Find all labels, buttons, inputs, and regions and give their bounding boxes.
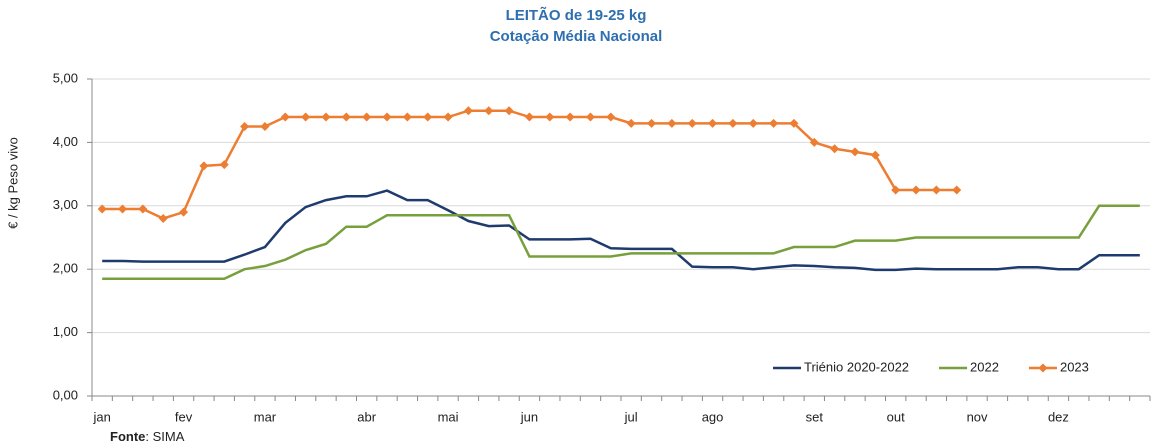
source-text: : SIMA — [145, 429, 184, 444]
data-point — [463, 106, 473, 116]
data-point — [280, 112, 290, 122]
data-point — [606, 112, 616, 122]
series-line — [102, 204, 1140, 280]
x-tick-label: jul — [624, 409, 638, 424]
data-point — [260, 122, 270, 132]
data-point — [585, 112, 595, 122]
data-point — [667, 118, 677, 128]
data-point — [809, 137, 819, 147]
data-point — [382, 112, 392, 122]
data-point — [850, 147, 860, 157]
data-point — [301, 112, 311, 122]
data-point — [687, 118, 697, 128]
data-point — [138, 204, 148, 214]
data-point — [931, 185, 941, 195]
data-point — [545, 112, 555, 122]
data-point — [830, 144, 840, 154]
x-tick-label: abr — [357, 409, 376, 424]
data-point — [118, 204, 128, 214]
series-line — [102, 189, 1140, 272]
data-point — [179, 207, 189, 217]
data-point — [504, 106, 514, 116]
data-point — [362, 112, 372, 122]
data-point — [443, 112, 453, 122]
source-label: Fonte — [110, 429, 145, 444]
data-point — [647, 118, 657, 128]
data-point — [158, 213, 168, 223]
data-point — [484, 106, 494, 116]
data-point — [952, 185, 962, 195]
chart-title: LEITÃO de 19-25 kg — [506, 6, 647, 24]
y-tick-label: 4,00 — [53, 134, 78, 149]
data-point — [626, 118, 636, 128]
data-point — [911, 185, 921, 195]
chart-subtitle: Cotação Média Nacional — [490, 28, 663, 45]
source: Fonte: SIMA — [110, 429, 185, 444]
data-point — [423, 112, 433, 122]
x-tick-label: dez — [1048, 409, 1069, 424]
x-tick-label: nov — [967, 409, 988, 424]
legend-label: Triénio 2020-2022 — [804, 359, 909, 374]
x-tick-label: mar — [254, 409, 277, 424]
y-tick-label: 2,00 — [53, 261, 78, 276]
y-tick-label: 5,00 — [53, 70, 78, 85]
data-point — [769, 118, 779, 128]
data-point — [341, 112, 351, 122]
y-tick-label: 0,00 — [53, 387, 78, 402]
x-tick-label: jan — [92, 409, 110, 424]
y-tick-label: 3,00 — [53, 197, 78, 212]
data-point — [402, 112, 412, 122]
data-point — [891, 185, 901, 195]
data-point — [565, 112, 575, 122]
x-tick-label: jun — [520, 409, 538, 424]
data-point — [748, 118, 758, 128]
legend-label: 2022 — [970, 359, 999, 374]
legend-marker — [1038, 363, 1048, 373]
data-point — [97, 204, 107, 214]
data-point — [199, 161, 209, 171]
data-point — [708, 118, 718, 128]
data-point — [240, 122, 250, 132]
data-point — [219, 160, 229, 170]
data-point — [728, 118, 738, 128]
data-point — [870, 150, 880, 160]
data-point — [321, 112, 331, 122]
x-tick-label: mai — [438, 409, 459, 424]
legend-label: 2023 — [1060, 359, 1089, 374]
y-tick-label: 1,00 — [53, 324, 78, 339]
x-tick-label: out — [887, 409, 905, 424]
data-point — [524, 112, 534, 122]
x-tick-label: set — [806, 409, 824, 424]
data-point — [789, 118, 799, 128]
y-axis-label: € / kg Peso vivo — [5, 137, 20, 229]
x-tick-label: ago — [702, 409, 724, 424]
x-tick-label: fev — [175, 409, 193, 424]
series-line — [102, 109, 957, 220]
